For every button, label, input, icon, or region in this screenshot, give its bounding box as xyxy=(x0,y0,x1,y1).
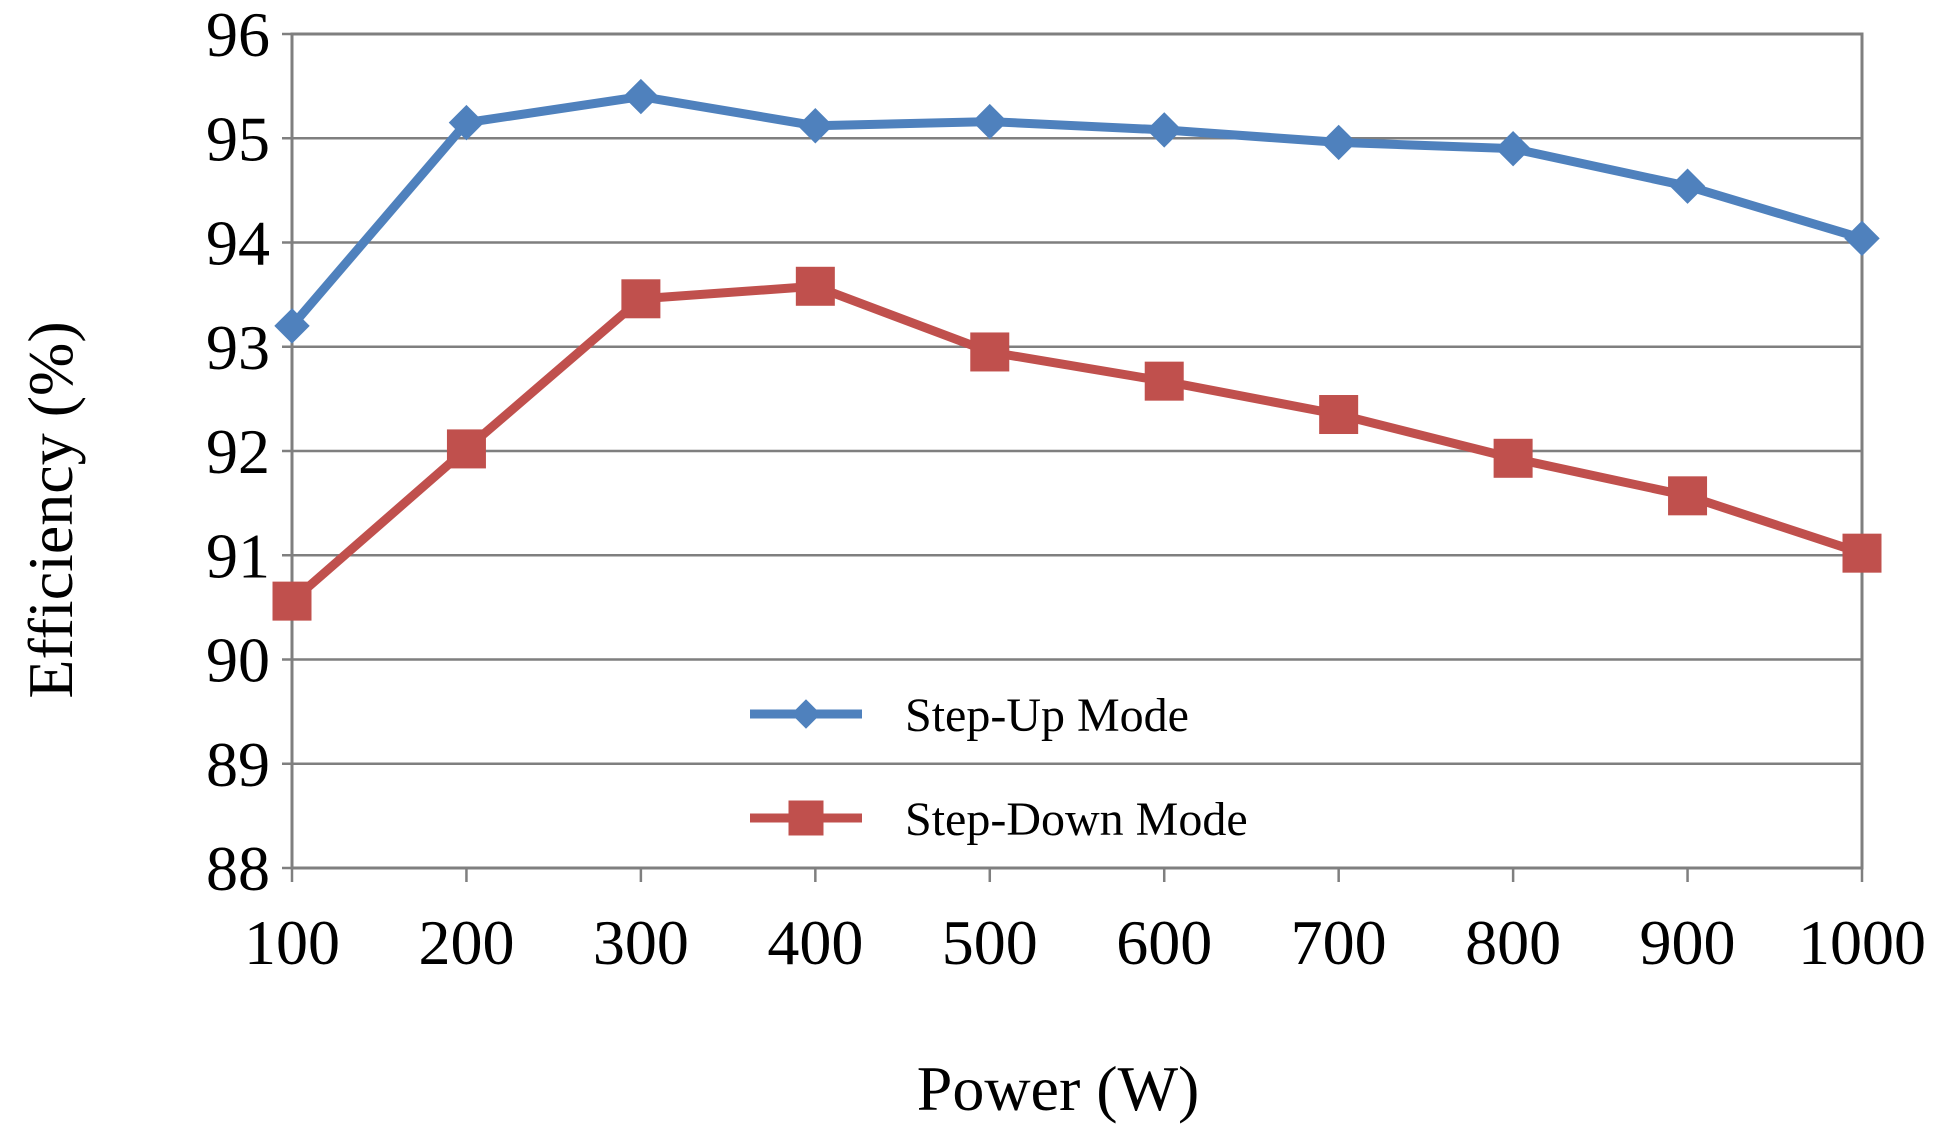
data-point-step-up-mode xyxy=(1495,130,1531,167)
legend-swatch-marker xyxy=(791,699,821,729)
legend-swatch-marker xyxy=(788,800,824,836)
series-line-step-down-mode xyxy=(287,281,1867,606)
data-point-step-up-mode xyxy=(1146,112,1182,148)
y-tick-label: 96 xyxy=(206,0,270,70)
data-point-step-up-mode xyxy=(1669,168,1706,204)
data-point-step-up-mode xyxy=(448,104,485,141)
x-tick-label: 300 xyxy=(593,907,689,978)
x-tick-label: 400 xyxy=(767,907,863,978)
y-axis-title: Efficiency (%) xyxy=(15,321,86,698)
data-point-step-up-mode xyxy=(797,108,834,144)
data-point-step-down-mode xyxy=(1319,395,1359,435)
data-point-step-down-mode xyxy=(446,429,486,469)
legend: Step-Up Mode Step-Down Mode xyxy=(750,689,1248,846)
x-axis-title: Power (W) xyxy=(917,1053,1200,1124)
data-point-step-down-mode xyxy=(1144,361,1184,401)
y-tick-label: 93 xyxy=(206,312,270,383)
data-point-step-down-mode xyxy=(1668,476,1708,516)
series-step-down-mode xyxy=(272,266,1882,621)
y-tick-label: 89 xyxy=(206,729,270,800)
y-tick-label: 91 xyxy=(206,520,270,591)
data-point-step-up-mode xyxy=(1320,124,1357,161)
data-point-step-up-mode xyxy=(972,103,1008,140)
data-point-step-down-mode xyxy=(970,332,1010,372)
legend-item-step-up-mode: Step-Up Mode xyxy=(750,689,1189,742)
x-tick-label: 1000 xyxy=(1798,907,1926,978)
legend-label: Step-Down Mode xyxy=(905,793,1248,846)
x-tick-label: 500 xyxy=(942,907,1038,978)
ticks-layer: 88 89 90 91 92 93 94 95 96 100 200 300 400 500 600 700 8… xyxy=(206,0,1926,978)
data-point-step-down-mode xyxy=(1493,438,1533,478)
axes-layer xyxy=(282,32,1864,882)
y-tick-label: 88 xyxy=(206,833,270,904)
y-tick-label: 90 xyxy=(206,625,270,696)
series-step-up-mode xyxy=(274,78,1880,344)
series-line-step-up-mode xyxy=(287,92,1867,331)
x-tick-label: 900 xyxy=(1640,907,1736,978)
data-point-step-down-mode xyxy=(272,581,312,621)
series-layer xyxy=(272,78,1882,621)
x-tick-label: 700 xyxy=(1291,907,1387,978)
y-tick-label: 94 xyxy=(206,208,270,279)
plot-area-border xyxy=(290,32,1864,870)
data-point-step-up-mode xyxy=(274,308,310,344)
data-point-step-down-mode xyxy=(795,266,835,306)
data-point-step-down-mode xyxy=(1842,533,1882,573)
data-point-step-up-mode xyxy=(623,78,659,115)
legend-item-step-down-mode: Step-Down Mode xyxy=(750,793,1248,846)
x-tick-label: 600 xyxy=(1116,907,1212,978)
data-point-step-up-mode xyxy=(1844,220,1880,257)
grid-layer xyxy=(292,32,1862,870)
legend-label: Step-Up Mode xyxy=(905,689,1189,742)
x-tick-label: 200 xyxy=(418,907,514,978)
x-tick-label: 100 xyxy=(244,907,340,978)
x-tick-label: 800 xyxy=(1465,907,1561,978)
y-tick-label: 95 xyxy=(206,103,270,174)
y-tick-label: 92 xyxy=(206,416,270,487)
data-point-step-down-mode xyxy=(621,279,661,319)
